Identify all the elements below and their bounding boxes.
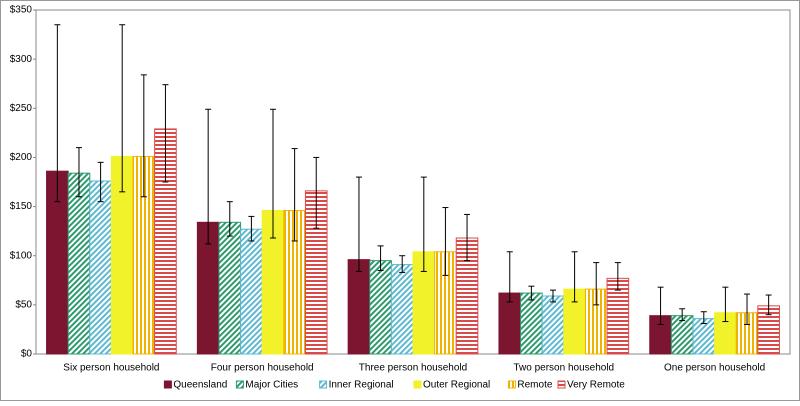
x-tick-label: Two person household (513, 363, 614, 374)
error-bar (593, 262, 600, 306)
bar (67, 172, 91, 355)
error-bar (700, 311, 707, 325)
y-tick-label: $50 (15, 299, 32, 310)
x-tick-label: One person household (664, 363, 765, 374)
y-tick-label: $200 (10, 152, 33, 163)
error-bar (506, 251, 513, 303)
error-bar (377, 245, 384, 271)
legend-swatch (235, 380, 244, 389)
y-tick-label: $0 (21, 349, 33, 360)
error-bar (226, 201, 233, 237)
bar (670, 315, 694, 355)
y-tick-label: $100 (10, 250, 33, 261)
error-bar (571, 251, 578, 303)
error-bar (657, 286, 664, 326)
legend-label: Outer Regional (423, 380, 490, 391)
y-tick-label: $250 (10, 103, 33, 114)
bar (347, 259, 371, 355)
error-bar (162, 84, 169, 183)
legend-label: Queensland (173, 380, 227, 391)
bar (218, 221, 242, 355)
error-bar (722, 286, 729, 323)
error-bar (313, 156, 320, 229)
y-tick-label: $300 (10, 54, 33, 65)
y-tick-label: $350 (10, 5, 33, 16)
error-bar (399, 255, 406, 273)
error-bar (270, 108, 277, 239)
y-tick-label: $150 (10, 201, 33, 212)
error-bar (614, 262, 621, 291)
error-bar (205, 108, 212, 245)
error-bar (355, 176, 362, 272)
x-tick-label: Four person household (211, 363, 314, 374)
error-bar (119, 24, 126, 193)
error-bar (442, 207, 449, 276)
bar (541, 295, 565, 355)
legend-label: Inner Regional (329, 380, 394, 391)
legend-swatch (319, 380, 328, 389)
error-bar (54, 24, 61, 203)
error-bar (248, 215, 255, 242)
bar (369, 260, 392, 355)
legend-swatch (413, 380, 422, 389)
bar (520, 292, 543, 355)
x-tick-label: Three person household (359, 363, 467, 374)
bar (89, 180, 112, 355)
error-bar (464, 213, 471, 262)
legend-swatch (557, 380, 566, 389)
error-bar (140, 74, 147, 198)
bar (240, 228, 263, 355)
x-tick-label: Six person household (63, 363, 159, 374)
legend-label: Remote (517, 380, 552, 391)
error-bar (420, 176, 427, 272)
error-bar (75, 147, 82, 198)
error-bar (97, 161, 104, 203)
legend-swatch (163, 380, 172, 389)
legend-swatch (507, 380, 516, 389)
error-bar (679, 308, 686, 322)
error-bar (765, 294, 772, 316)
legend-label: Very Remote (567, 380, 625, 391)
bar (390, 264, 414, 355)
legend-label: Major Cities (245, 380, 298, 391)
error-bar (291, 148, 298, 242)
error-bar (744, 293, 751, 326)
error-bar (528, 285, 535, 301)
error-bar (549, 289, 556, 303)
